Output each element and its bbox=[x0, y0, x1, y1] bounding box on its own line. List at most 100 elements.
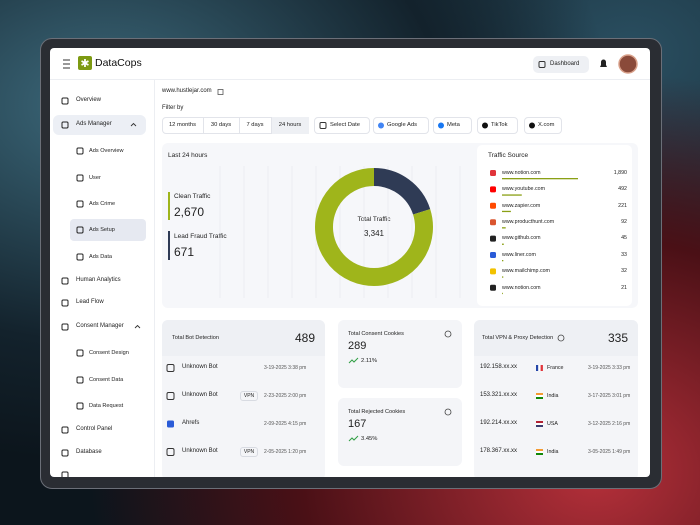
nav-item[interactable]: Database bbox=[76, 449, 102, 456]
source-title: Traffic Source bbox=[488, 152, 529, 160]
platform-button[interactable] bbox=[373, 117, 429, 134]
vpn-date: 3-12-2025 2:16 pm bbox=[588, 421, 631, 427]
site-value: 21 bbox=[621, 284, 627, 291]
platform-button[interactable] bbox=[433, 117, 472, 134]
consent-card bbox=[338, 320, 462, 388]
date-button[interactable] bbox=[314, 117, 370, 134]
platform-button[interactable] bbox=[477, 117, 518, 134]
platform-button[interactable] bbox=[524, 117, 562, 134]
nav-subitem[interactable]: Ads Data bbox=[89, 253, 113, 260]
site-name: www.github.com bbox=[502, 235, 541, 242]
sidebar bbox=[50, 80, 155, 477]
consent-value: 289 bbox=[348, 340, 367, 353]
dashboard-label[interactable]: Dashboard bbox=[550, 60, 580, 67]
bot-date: 2-23-2025 2:00 pm bbox=[264, 393, 307, 399]
site-name: www.mailchimp.com bbox=[502, 268, 550, 275]
site-name: www.notion.com bbox=[502, 284, 541, 291]
rejected-card bbox=[338, 398, 462, 466]
brand: DataCops bbox=[95, 56, 142, 69]
site-value: 492 bbox=[618, 186, 627, 193]
bot-date: 2-09-2025 4:15 pm bbox=[264, 421, 307, 427]
site-value: 1,890 bbox=[613, 169, 627, 176]
consent-title: Total Consent Cookies bbox=[348, 330, 404, 337]
clean-label: Clean Traffic bbox=[174, 193, 211, 201]
header bbox=[50, 48, 650, 80]
vpn-date: 3-19-2025 3:33 pm bbox=[588, 365, 631, 371]
nav-item[interactable]: Control Panel bbox=[76, 426, 113, 433]
site-name: www.notion.com bbox=[502, 169, 541, 176]
range-label[interactable]: 7 days bbox=[246, 122, 264, 129]
source-panel bbox=[477, 145, 632, 306]
total-value: 3,341 bbox=[363, 229, 385, 239]
site-value: 33 bbox=[621, 251, 627, 258]
rejected-change: 3.45% bbox=[361, 435, 378, 442]
dashboard-button[interactable] bbox=[533, 56, 589, 73]
site-value: 92 bbox=[621, 219, 627, 226]
site-value: 32 bbox=[621, 268, 627, 275]
app-screen: DataCops Dashboard Overview Ads Manager Ads … bbox=[50, 48, 650, 477]
traffic-title: Last 24 hours bbox=[168, 152, 208, 160]
country: India bbox=[547, 448, 559, 455]
ip-address: 192.214.xx.xx bbox=[480, 420, 518, 427]
nav-item[interactable]: Lead Flow bbox=[76, 299, 104, 306]
nav-item[interactable]: Consent Manager bbox=[76, 323, 124, 330]
platform-label[interactable]: X.com bbox=[538, 122, 555, 129]
clean-value: 2,670 bbox=[174, 204, 205, 219]
range-button[interactable] bbox=[239, 117, 271, 134]
range-label[interactable]: 30 days bbox=[210, 122, 232, 129]
nav-item[interactable]: Human Analytics bbox=[76, 277, 121, 284]
nav-item[interactable]: Overview bbox=[76, 97, 102, 104]
bot-date: 2-05-2025 1:20 pm bbox=[264, 449, 307, 455]
platform-label[interactable]: TikTok bbox=[491, 122, 508, 129]
vpn-value: 335 bbox=[607, 330, 628, 345]
ip-address: 178.367.xx.xx bbox=[480, 448, 518, 455]
date-label[interactable]: Select Date bbox=[330, 122, 360, 129]
range-label[interactable]: 24 hours bbox=[278, 122, 302, 129]
nav-subitem[interactable]: Data Request bbox=[89, 402, 124, 409]
vpn-badge bbox=[240, 391, 258, 401]
country: USA bbox=[547, 420, 558, 427]
bots-header bbox=[162, 320, 325, 356]
site-value: 45 bbox=[621, 235, 627, 242]
bot-date: 3-19-2025 3:38 pm bbox=[264, 365, 307, 371]
link-icon bbox=[217, 89, 224, 95]
total-label: Total Traffic bbox=[357, 216, 391, 224]
country: France bbox=[547, 364, 564, 371]
site-name: www.liner.com bbox=[502, 251, 536, 258]
ip-address: 153.321.xx.xx bbox=[480, 392, 518, 399]
vpn-date: 3-05-2025 1:49 pm bbox=[588, 449, 631, 455]
vpn-date: 3-17-2025 3:01 pm bbox=[588, 393, 631, 399]
bots-title: Total Bot Detection bbox=[172, 334, 219, 341]
ip-address: 192.158.xx.xx bbox=[480, 364, 518, 371]
range-button[interactable] bbox=[271, 117, 309, 134]
range-label[interactable]: 12 months bbox=[168, 122, 197, 129]
nav-subitem[interactable]: Ads Overview bbox=[89, 147, 124, 154]
platform-label[interactable]: Meta bbox=[447, 122, 460, 129]
nav-subitem[interactable]: Ads Setup bbox=[89, 226, 115, 233]
rejected-value: 167 bbox=[348, 418, 367, 431]
site-value: 221 bbox=[618, 202, 627, 209]
rejected-title: Total Rejected Cookies bbox=[348, 408, 406, 415]
bot-name: Unknown Bot bbox=[182, 392, 218, 399]
nav-item[interactable]: Ads Manager bbox=[76, 121, 112, 128]
nav-subitem[interactable]: Ads Crime bbox=[89, 200, 116, 207]
nav-subitem[interactable]: Consent Data bbox=[89, 376, 124, 383]
active-bg bbox=[53, 115, 146, 135]
vpn-title: Total VPN & Proxy Detection bbox=[482, 334, 554, 341]
platform-label[interactable]: Google Ads bbox=[387, 122, 417, 129]
vpn-tag: VPN bbox=[243, 393, 255, 399]
consent-change: 2.11% bbox=[361, 357, 378, 364]
country: India bbox=[547, 392, 559, 399]
vpn-header bbox=[474, 320, 638, 356]
bot-name: Unknown Bot bbox=[182, 364, 218, 371]
range-button[interactable] bbox=[203, 117, 239, 134]
active-sub-bg bbox=[70, 219, 146, 241]
nav-subitem[interactable]: Consent Design bbox=[89, 349, 129, 356]
nav-subitem[interactable]: User bbox=[89, 174, 101, 181]
vpn-badge bbox=[240, 447, 258, 457]
filter-label: Filter by bbox=[162, 105, 184, 112]
fraud-value: 671 bbox=[174, 244, 195, 259]
bot-name: Unknown Bot bbox=[182, 448, 218, 455]
site-name: www.youtube.com bbox=[502, 186, 545, 193]
